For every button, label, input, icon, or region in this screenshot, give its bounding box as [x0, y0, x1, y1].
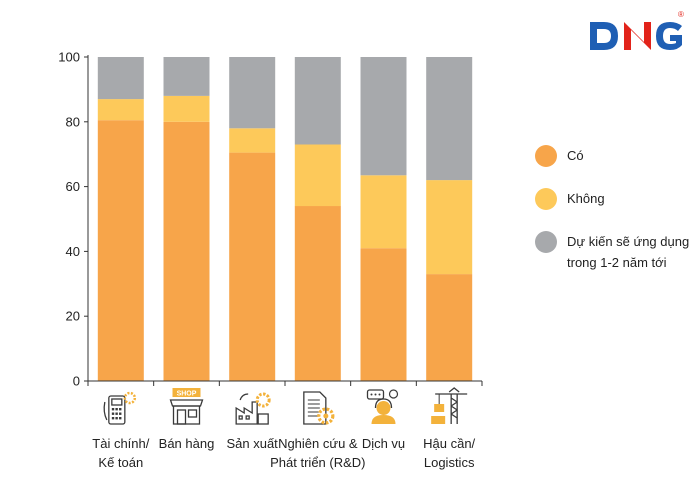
bar-segment: [163, 121, 210, 382]
y-tick-label: 100: [58, 50, 80, 65]
bar-segment: [426, 180, 473, 275]
axes-layer: 0 20 40 60 80 100: [58, 50, 483, 389]
legend-swatch: [535, 231, 557, 253]
legend-item-du-kien: Dự kiến sẽ ứng dụng trong 1-2 năm tới: [535, 231, 689, 273]
logistics-crane-icon: [431, 387, 468, 424]
y-tick-label: 40: [66, 244, 80, 259]
bar-segment: [294, 144, 341, 207]
customer-service-icon: [366, 389, 399, 424]
bar-segment: [294, 57, 341, 145]
legend-label: Có: [567, 148, 584, 163]
y-tick-label: 60: [66, 179, 80, 194]
bar-segment: [229, 152, 276, 381]
category-label: Bán hàng: [158, 436, 215, 451]
category-label: Sản xuất: [226, 436, 278, 451]
factory-icon: [235, 392, 271, 425]
accounting-icon: [103, 391, 137, 425]
y-tick-label: 20: [66, 309, 80, 324]
bar-segment: [97, 57, 144, 100]
bar-segment: [229, 128, 276, 153]
bar-segment: [360, 57, 407, 176]
category-label: Nghiên cứu & Phát triển (R&D): [270, 436, 366, 470]
bar-segment: [163, 95, 210, 122]
category-icons-layer: SHOP: [103, 387, 468, 425]
brand-logo: ® DNG: [586, 10, 686, 58]
legend-item-co: Có: [535, 145, 584, 167]
legend-swatch: [535, 145, 557, 167]
category-label: Tài chính/ Kế toán: [92, 436, 150, 470]
research-icon: [303, 391, 335, 425]
y-tick-label: 0: [73, 374, 80, 389]
y-tick-label: 80: [66, 114, 80, 129]
bar-segment: [97, 120, 144, 381]
bar-segment: [229, 57, 276, 129]
bar-segment: [426, 274, 473, 381]
registered-mark: ®: [678, 10, 684, 19]
bar-segment: [426, 57, 473, 181]
bar-segment: [360, 248, 407, 381]
legend-item-khong: Không: [535, 188, 605, 210]
bar-segment: [97, 99, 144, 121]
bars-layer: [97, 57, 473, 382]
shop-icon: SHOP: [169, 388, 204, 425]
legend-swatch: [535, 188, 557, 210]
bar-segment: [163, 57, 210, 96]
bar-segment: [294, 206, 341, 381]
legend-label: Dự kiến sẽ ứng dụng trong 1-2 năm tới: [567, 234, 690, 270]
svg-text:SHOP: SHOP: [177, 391, 197, 398]
category-label: Hậu cần/ Logistics: [423, 436, 476, 470]
category-label: Dịch vụ: [361, 436, 406, 451]
legend-label: Không: [567, 191, 605, 206]
bar-segment: [360, 175, 407, 249]
